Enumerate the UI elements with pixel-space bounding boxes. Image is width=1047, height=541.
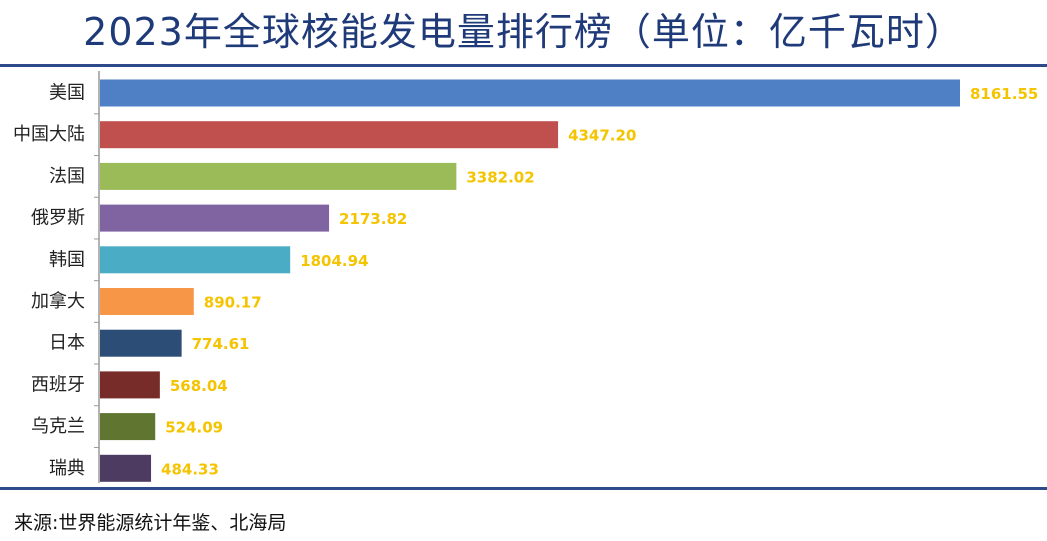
value-label: 1804.94 (300, 252, 368, 270)
bar (100, 121, 559, 149)
bar-series: 美国 8161.55 中国大陆 4347.20 法国 3382.02 俄罗斯 2173.82 韩… (13, 79, 1038, 482)
bar (100, 413, 156, 441)
category-label: 西班牙 (31, 374, 85, 395)
category-label: 日本 (49, 333, 85, 354)
bar (100, 454, 152, 482)
category-label: 韩国 (49, 249, 85, 270)
category-label: 乌克兰 (31, 416, 85, 437)
value-label: 2173.82 (339, 210, 407, 228)
value-label: 890.17 (204, 294, 262, 312)
chart-title: 2023年全球核能发电量排行榜（单位：亿千瓦时） (83, 10, 964, 54)
bar (100, 204, 330, 232)
category-label: 美国 (49, 83, 85, 104)
value-label: 484.33 (161, 460, 219, 478)
category-label: 俄罗斯 (31, 208, 85, 229)
category-label: 中国大陆 (13, 124, 85, 145)
category-label: 法国 (49, 166, 85, 187)
value-label: 524.09 (165, 419, 223, 437)
value-label: 8161.55 (970, 85, 1038, 103)
value-label: 3382.02 (466, 168, 534, 186)
bar-chart: 美国 8161.55 中国大陆 4347.20 法国 3382.02 俄罗斯 2173.82 韩… (13, 71, 1038, 483)
top-divider (0, 64, 1047, 67)
value-label: 774.61 (192, 335, 250, 353)
bottom-divider (0, 487, 1047, 490)
bar (100, 371, 160, 399)
bar (100, 162, 457, 190)
value-label: 568.04 (170, 377, 228, 395)
value-label: 4347.20 (568, 127, 636, 145)
bar (100, 329, 182, 357)
category-label: 加拿大 (31, 290, 85, 312)
bar (100, 79, 960, 107)
source-note: 来源:世界能源统计年鉴、北海局 (14, 512, 287, 534)
bar (100, 288, 194, 315)
category-label: 瑞典 (49, 458, 85, 479)
bar (100, 246, 291, 274)
